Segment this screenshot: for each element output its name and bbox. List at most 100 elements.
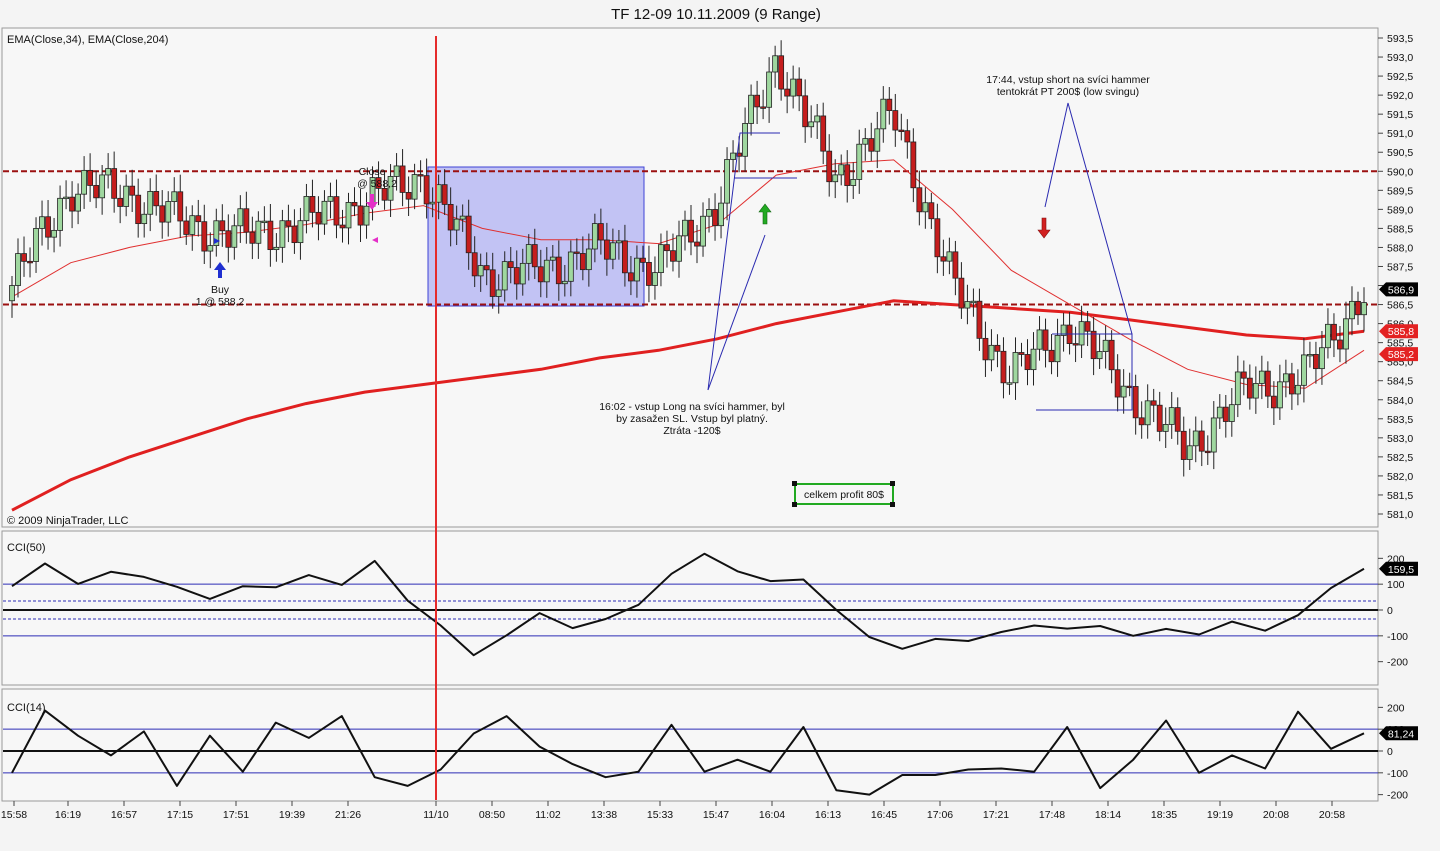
candle-body <box>465 215 472 254</box>
candle-body <box>471 252 478 277</box>
candle-body <box>688 219 694 243</box>
time-axis-label: 16:13 <box>815 809 841 821</box>
price-axis-label: 589,0 <box>1387 204 1413 216</box>
candle-body <box>183 220 190 235</box>
candle-body <box>952 251 959 279</box>
candle-body <box>591 223 598 250</box>
price-axis-label: 582,5 <box>1387 452 1413 464</box>
candle-body <box>1006 382 1013 385</box>
price-axis-label: 588,5 <box>1387 223 1413 235</box>
candle-body <box>1252 383 1259 399</box>
candle-body <box>609 242 616 260</box>
candle-body <box>255 220 262 244</box>
candle-body <box>634 257 640 282</box>
long-entry-pointer-line[interactable] <box>707 132 780 391</box>
candle-body <box>327 196 334 202</box>
candle-body <box>844 164 851 186</box>
profit-target-lines[interactable] <box>1036 333 1133 411</box>
candle-body <box>1307 354 1313 357</box>
candle-body <box>694 241 700 247</box>
candle-body <box>808 121 815 128</box>
time-axis-label: 16:45 <box>871 809 897 821</box>
candle-body <box>1156 404 1163 432</box>
candle-body <box>1048 349 1055 363</box>
short-entry-arrow-icon <box>1037 217 1051 239</box>
price-badge <box>1379 282 1418 297</box>
ema34-line <box>11 159 1365 389</box>
candle-body <box>856 143 863 180</box>
candle-body <box>123 185 130 207</box>
candle-body <box>736 152 742 157</box>
candle-body <box>1132 386 1139 419</box>
candle-body <box>489 269 496 297</box>
time-axis-label: 11/10 <box>423 809 449 821</box>
profit-box-handle[interactable] <box>890 502 895 507</box>
candle-body <box>483 265 490 271</box>
candle-body <box>778 55 785 90</box>
candle-body <box>27 260 33 264</box>
time-axis-label: 18:35 <box>1151 809 1177 821</box>
time-axis-label: 17:15 <box>167 809 193 821</box>
candle-body <box>1204 450 1211 454</box>
cci14-axis-label: -200 <box>1387 790 1408 802</box>
price-panel <box>1 27 1379 528</box>
candle-body <box>916 187 923 213</box>
candle-body <box>904 130 911 143</box>
candle-body <box>285 220 292 227</box>
price-badge <box>1379 324 1418 339</box>
trade-range-box[interactable] <box>427 166 645 307</box>
candle-body <box>1234 371 1241 406</box>
cci14-panel <box>1 688 1379 802</box>
candle-body <box>1054 335 1061 363</box>
candle-body <box>279 220 286 248</box>
time-axis-label: 16:19 <box>55 809 81 821</box>
price-axis-label: 593,0 <box>1387 52 1413 64</box>
candle-body <box>519 262 526 285</box>
candle-body <box>874 128 881 152</box>
candle-body <box>1186 445 1193 460</box>
profit-box-frame[interactable] <box>794 483 894 505</box>
price-axis-label: 588,0 <box>1387 242 1413 254</box>
candle-body <box>63 196 69 200</box>
buy-label: Buy <box>211 284 230 296</box>
buy-exec-marker-icon <box>214 238 220 244</box>
candle-body <box>39 216 45 229</box>
price-axis-label: 591,0 <box>1387 128 1413 140</box>
candle-body <box>117 197 124 207</box>
profit-box-handle[interactable] <box>890 481 895 486</box>
time-axis-label: 16:04 <box>759 809 785 821</box>
candle-body <box>868 138 875 152</box>
candle-body <box>549 256 556 261</box>
profit-box[interactable]: celkem profit 80$ <box>792 481 895 507</box>
candle-body <box>898 129 905 132</box>
candle-body <box>748 94 754 124</box>
candle-body <box>994 344 1001 352</box>
short-entry-pointer-line[interactable] <box>1044 102 1133 335</box>
candle-body <box>495 289 502 297</box>
candle-body <box>826 150 833 183</box>
candle-body <box>507 261 514 268</box>
candle-body <box>652 272 658 286</box>
long-entry-pointer-line[interactable] <box>707 234 766 391</box>
profit-box-handle[interactable] <box>792 502 797 507</box>
candle-body <box>21 253 27 262</box>
candle-body <box>207 245 214 252</box>
price-axis-label: 585,5 <box>1387 338 1413 350</box>
candle-body <box>1024 354 1031 371</box>
profit-box-handle[interactable] <box>792 481 797 486</box>
candle-body <box>165 201 172 223</box>
candle-body <box>129 185 136 196</box>
price-axis-label: 590,5 <box>1387 147 1413 159</box>
candle-body <box>796 78 803 97</box>
candle-body <box>1036 329 1043 350</box>
candle-body <box>1301 354 1307 386</box>
candle-body <box>958 277 965 309</box>
candle-body <box>351 202 358 207</box>
cci50-value-badge-label: 159,5 <box>1388 564 1414 576</box>
cci50-axis-label: -200 <box>1387 657 1408 669</box>
candle-body <box>273 246 280 251</box>
candle-body <box>934 218 941 258</box>
candle-body <box>513 267 520 285</box>
candle-body <box>1180 430 1187 460</box>
